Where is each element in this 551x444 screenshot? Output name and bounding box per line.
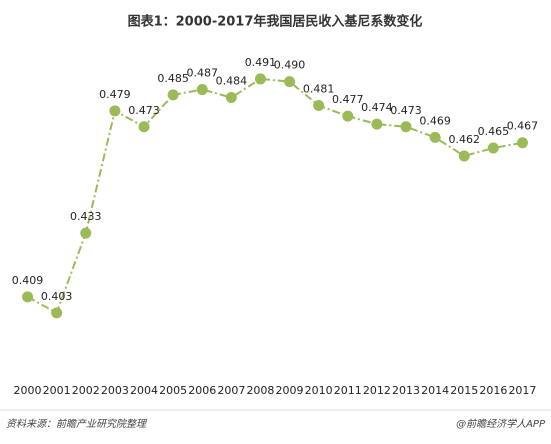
data-label: 0.469 <box>419 114 451 127</box>
data-point <box>429 131 441 143</box>
data-label: 0.491 <box>245 56 277 69</box>
x-tick-label: 2017 <box>508 384 536 397</box>
data-point <box>109 105 121 117</box>
data-line <box>27 77 523 315</box>
x-tick-label: 2014 <box>421 384 449 397</box>
data-label: 0.462 <box>448 133 480 146</box>
x-tick-label: 2007 <box>217 384 245 397</box>
x-tick-label: 2015 <box>450 384 478 397</box>
x-tick-label: 2011 <box>334 384 362 397</box>
source-note: 资料来源：前瞻产业研究院整理 <box>6 418 148 430</box>
data-point <box>138 121 150 133</box>
data-point <box>196 84 208 96</box>
x-tick-label: 2000 <box>14 384 42 397</box>
data-label: 0.474 <box>361 101 393 114</box>
data-point <box>400 121 412 133</box>
data-label: 0.467 <box>507 120 539 133</box>
x-tick-label: 2002 <box>72 384 100 397</box>
data-label: 0.433 <box>70 210 102 223</box>
x-tick-label: 2016 <box>479 384 507 397</box>
data-point <box>167 89 179 101</box>
data-label: 0.487 <box>186 67 218 80</box>
data-point <box>313 100 325 112</box>
data-label: 0.409 <box>12 274 44 287</box>
data-point <box>371 118 383 130</box>
data-label: 0.484 <box>216 75 248 88</box>
data-point <box>487 142 499 154</box>
data-point <box>254 73 266 85</box>
data-label: 0.481 <box>303 83 335 96</box>
data-label: 0.465 <box>478 125 510 138</box>
data-label: 0.473 <box>128 104 160 117</box>
x-tick-label: 2006 <box>188 384 216 397</box>
data-label: 0.485 <box>157 72 189 85</box>
data-point <box>51 307 63 319</box>
chart-title: 图表1：2000-2017年我国居民收入基尼系数变化 <box>128 14 423 30</box>
x-tick-label: 2001 <box>43 384 71 397</box>
data-point <box>516 137 528 149</box>
x-tick-label: 2009 <box>276 384 304 397</box>
data-point <box>342 110 354 122</box>
x-tick-label: 2008 <box>246 384 274 397</box>
credit: @前瞻经济学人APP <box>456 418 546 430</box>
x-tick-label: 2012 <box>363 384 391 397</box>
x-tick-label: 2004 <box>130 384 158 397</box>
data-label: 0.479 <box>99 88 131 101</box>
x-tick-label: 2010 <box>305 384 333 397</box>
data-label: 0.403 <box>41 290 73 303</box>
data-point <box>22 291 34 303</box>
data-point <box>458 150 470 162</box>
data-point <box>225 92 237 104</box>
data-label: 0.473 <box>390 104 422 117</box>
x-tick-label: 2003 <box>101 384 129 397</box>
data-point <box>80 227 92 239</box>
data-label: 0.477 <box>332 93 364 106</box>
data-point <box>284 76 296 88</box>
data-label: 0.490 <box>274 59 306 72</box>
x-tick-label: 2005 <box>159 384 187 397</box>
x-tick-label: 2013 <box>392 384 420 397</box>
